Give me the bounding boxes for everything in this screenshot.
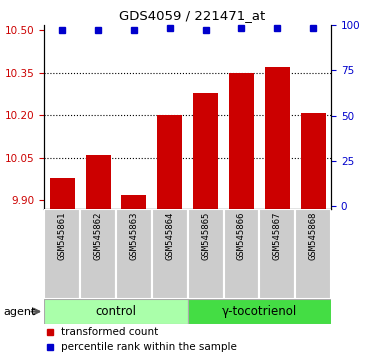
- Text: agent: agent: [4, 307, 36, 316]
- Text: percentile rank within the sample: percentile rank within the sample: [62, 342, 238, 352]
- Text: γ-tocotrienol: γ-tocotrienol: [222, 305, 297, 318]
- Bar: [85, 155, 110, 209]
- Bar: [301, 113, 326, 209]
- Bar: [116, 209, 152, 299]
- Text: GDS4059 / 221471_at: GDS4059 / 221471_at: [119, 9, 266, 22]
- Text: GSM545868: GSM545868: [309, 212, 318, 260]
- Text: GSM545862: GSM545862: [94, 212, 102, 260]
- Bar: [224, 209, 259, 299]
- Bar: [295, 209, 331, 299]
- Bar: [50, 178, 75, 209]
- Text: control: control: [95, 305, 136, 318]
- Text: GSM545867: GSM545867: [273, 212, 282, 260]
- Text: transformed count: transformed count: [62, 327, 159, 337]
- Bar: [265, 67, 290, 209]
- Bar: [44, 209, 80, 299]
- Bar: [44, 299, 188, 324]
- Bar: [121, 195, 146, 209]
- Bar: [229, 73, 254, 209]
- Text: GSM545861: GSM545861: [58, 212, 67, 260]
- Bar: [259, 209, 295, 299]
- Bar: [193, 93, 218, 209]
- Text: GSM545864: GSM545864: [165, 212, 174, 260]
- Bar: [157, 115, 182, 209]
- Bar: [152, 209, 188, 299]
- Bar: [80, 209, 116, 299]
- Text: GSM545866: GSM545866: [237, 212, 246, 260]
- Text: GSM545863: GSM545863: [129, 212, 139, 260]
- Bar: [188, 299, 331, 324]
- Bar: [188, 209, 224, 299]
- Text: GSM545865: GSM545865: [201, 212, 210, 260]
